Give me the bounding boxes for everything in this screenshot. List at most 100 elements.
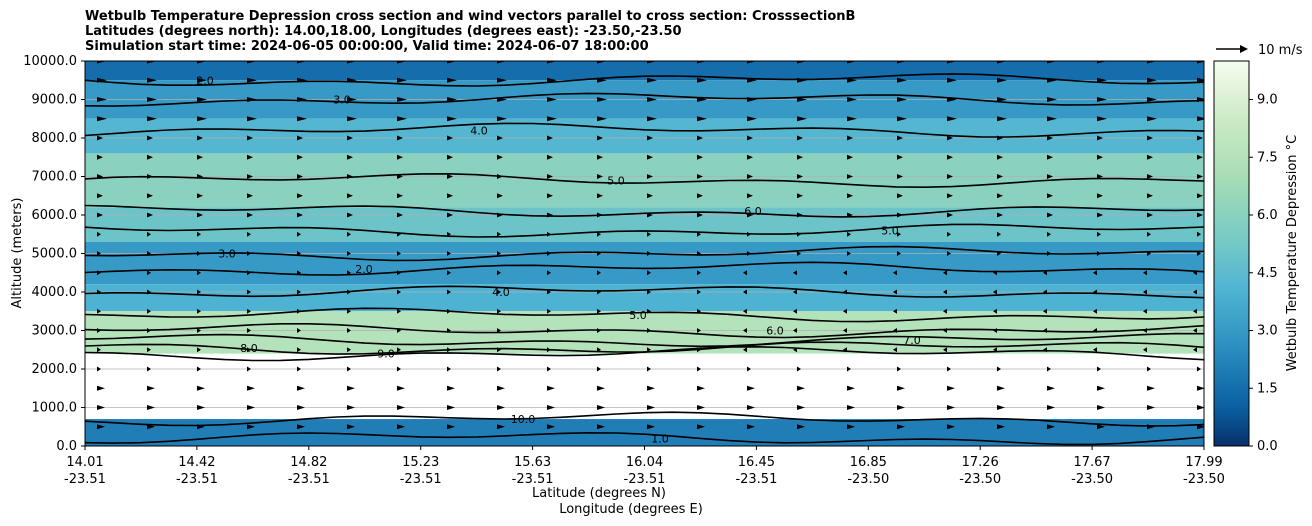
wind-vector (597, 347, 601, 353)
wind-vector (1097, 385, 1105, 391)
wind-vector (647, 308, 651, 314)
contour-band (85, 207, 1204, 242)
wind-vector (97, 405, 105, 410)
wind-vector (847, 193, 853, 199)
wind-vector (197, 193, 203, 199)
x-axis-label-longitude: Longitude (degrees E) (559, 502, 703, 517)
wind-vector (247, 385, 255, 391)
wind-vector (943, 308, 947, 314)
wind-vector (247, 154, 253, 160)
wind-vector (647, 385, 655, 391)
wind-vector (847, 97, 857, 102)
wind-vector (247, 366, 251, 372)
wind-vector (347, 328, 351, 333)
wind-vector (397, 328, 401, 333)
wind-vector (597, 328, 601, 333)
wind-vector (1143, 347, 1147, 353)
wind-vector (1193, 289, 1197, 295)
wind-vector (897, 385, 905, 391)
wind-vector (997, 193, 1003, 199)
wind-vector (697, 61, 707, 64)
wind-vector (697, 77, 707, 83)
wind-vector (247, 328, 251, 333)
wind-vector (1197, 212, 1203, 218)
wind-vector (547, 385, 555, 391)
contour-line (85, 431, 1204, 446)
wind-vector (847, 116, 857, 122)
contour-line (85, 411, 1204, 427)
wind-vector (397, 405, 405, 410)
colorbar-tick-label: 0.0 (1257, 439, 1278, 454)
wind-vector (297, 135, 303, 141)
wind-vector (547, 424, 555, 430)
wind-vector (1097, 61, 1107, 64)
x-tick-label-lat: 16.45 (738, 455, 775, 470)
wind-vector (397, 366, 401, 372)
wind-vector (347, 135, 353, 141)
wind-vector (797, 77, 807, 83)
wind-vector (847, 405, 855, 410)
wind-vector (747, 424, 755, 430)
wind-vector (297, 405, 305, 410)
wind-vector (397, 231, 401, 237)
y-tick-label: 1000.0 (32, 401, 78, 416)
wind-vector (347, 97, 357, 102)
x-axis-label-latitude: Latitude (degrees N) (532, 486, 666, 501)
y-axis-ticks: 0.0 1000.0 2000.0 3000.0 4000.0 5000.0 6000.0 7… (23, 54, 85, 454)
wind-vector (247, 251, 251, 256)
wind-vector (447, 77, 457, 83)
wind-vector (897, 135, 903, 141)
wind-vector (647, 77, 657, 83)
colorbar-label: Wetbulb Temperature Depression °C (1285, 135, 1300, 372)
wind-vector (447, 97, 457, 102)
wind-vector (297, 385, 305, 391)
x-tick-label-lat: 14.82 (290, 455, 327, 470)
wind-vector (447, 231, 451, 237)
wind-vector (997, 212, 1003, 218)
wind-vector (847, 135, 853, 141)
colorbar-tick-label: 7.5 (1257, 150, 1278, 165)
wind-vector (697, 193, 703, 199)
y-tick-label: 5000.0 (32, 247, 78, 262)
wind-vector (947, 77, 957, 83)
wind-vector (697, 174, 703, 179)
wind-vector (147, 328, 151, 333)
wind-vector (1047, 251, 1051, 256)
wind-vector (497, 116, 507, 122)
wind-vector (347, 174, 353, 179)
wind-vector (1147, 366, 1151, 372)
colorbar-ticks: 0.0 1.5 3.0 4.5 6.0 7.5 9.0 (1249, 93, 1278, 454)
wind-vector (797, 174, 803, 179)
wind-vector (347, 289, 351, 295)
wind-vector (1043, 308, 1047, 314)
wind-vector (847, 61, 857, 64)
wind-vector (797, 366, 801, 372)
wind-vector (1047, 61, 1057, 64)
wind-vector (297, 328, 301, 333)
wind-vector (397, 116, 407, 122)
wind-vector (1147, 405, 1155, 410)
y-tick-label: 2000.0 (32, 362, 78, 377)
wind-vector (1197, 116, 1204, 122)
wind-vector (797, 251, 801, 256)
wind-vector (1197, 154, 1203, 160)
wind-vector (1097, 77, 1107, 83)
wind-vector (1047, 231, 1051, 237)
wind-vector (947, 193, 953, 199)
wind-vector (697, 212, 703, 218)
wind-vector (247, 193, 253, 199)
wind-vector (793, 328, 797, 333)
wind-vector (1047, 174, 1053, 179)
wind-vector (1047, 366, 1051, 372)
wind-vector (1143, 270, 1147, 276)
wind-vector (1197, 385, 1204, 391)
wind-vector (547, 270, 551, 276)
wind-vector (897, 154, 903, 160)
wind-vector (597, 154, 603, 160)
y-tick-label: 4000.0 (32, 285, 78, 300)
wind-vector (597, 231, 601, 237)
wind-vector (847, 174, 853, 179)
wind-vector (197, 289, 201, 295)
contour-line (85, 92, 1204, 107)
wind-vector (1193, 347, 1197, 353)
